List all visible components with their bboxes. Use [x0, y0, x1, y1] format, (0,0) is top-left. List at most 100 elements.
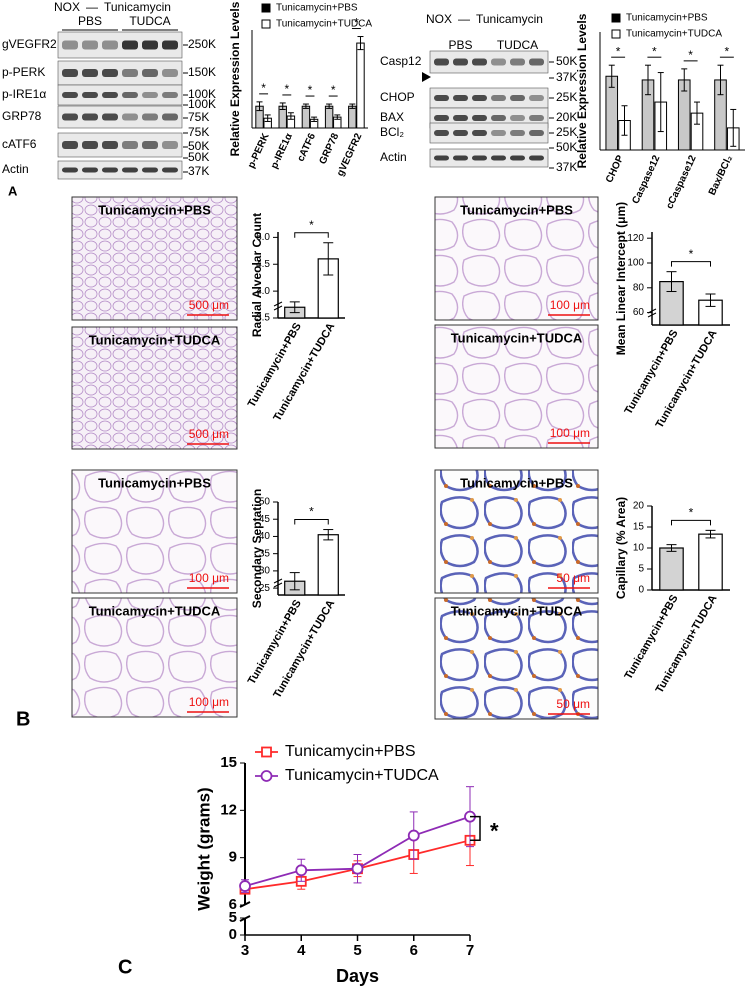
blot-row-label: Actin — [2, 162, 29, 176]
blot-row-label: CHOP — [380, 90, 415, 104]
legend-swatch — [611, 13, 621, 23]
scale-label: 100 μm — [550, 426, 590, 440]
x-tick-label: 6 — [410, 942, 418, 959]
y-tick-label: 9 — [229, 849, 237, 866]
micrograph-title: Tunicamycin+TUDCA — [451, 603, 583, 618]
y-tick-label: 50 — [259, 497, 271, 508]
marker-label: 25K — [556, 90, 577, 104]
y-tick-label: 45 — [259, 514, 271, 525]
significance: * — [689, 506, 694, 520]
blot-band — [434, 95, 449, 101]
x-tick-label: 5 — [353, 942, 361, 959]
blot-band — [453, 130, 468, 136]
micrograph — [71, 326, 238, 450]
marker-label: 37K — [188, 164, 209, 178]
legend-label: Tunicamycin+TUDCA — [276, 19, 372, 30]
blot-strip — [57, 160, 183, 180]
point — [295, 864, 308, 877]
legend-swatch — [261, 3, 271, 13]
point — [407, 829, 420, 842]
blot-band — [453, 155, 468, 161]
blot-band — [472, 115, 487, 121]
scale-label: 100 μm — [189, 695, 229, 709]
blot-row-label: gVEGFR2 — [2, 37, 57, 51]
blot-band — [142, 113, 158, 121]
blot-row-label: cATF6 — [2, 137, 37, 151]
axis-break — [273, 301, 283, 307]
blot-band — [102, 40, 118, 50]
x-tick-label: 3 — [241, 942, 249, 959]
blot-band — [491, 95, 506, 101]
blot-band — [162, 167, 178, 173]
blot-row-label: GRP78 — [2, 109, 42, 123]
blot-row-label: BCl₂ — [380, 125, 404, 139]
blot-band — [82, 167, 98, 173]
legend-marker — [261, 746, 272, 758]
y-axis-label: Secondary Septation — [250, 489, 264, 608]
significance: * — [331, 83, 336, 97]
marker-label: 25K — [556, 125, 577, 139]
x-tick-label: GRP78 — [317, 131, 341, 166]
y-axis-label: Relative Expression Levels — [228, 1, 242, 156]
bar — [659, 547, 684, 591]
y-tick-label: 4.5 — [256, 259, 270, 270]
y-axis-label: Mean Linear Intercept (μm) — [614, 202, 628, 355]
micrograph — [434, 324, 599, 449]
blot-strip — [429, 148, 549, 168]
legend-label: Tunicamycin+PBS — [276, 3, 358, 14]
blot-band — [162, 92, 178, 98]
x-tick-label: 4 — [297, 942, 306, 959]
sig-bracket — [671, 519, 711, 526]
blot-strip — [57, 31, 183, 59]
marker-label: 50K — [556, 54, 577, 68]
blot-row-label: p-IRE1α — [2, 87, 46, 101]
blot-row-label: BAX — [380, 110, 404, 124]
blot-group: PBS — [78, 14, 102, 28]
panel-label: A — [8, 183, 18, 198]
marker-label: 37K — [556, 70, 577, 84]
y-tick-label: 15 — [633, 522, 645, 533]
blot-band — [82, 113, 98, 121]
blot-band — [491, 130, 506, 136]
blot-band — [162, 141, 178, 149]
marker-label: 37K — [556, 160, 577, 174]
blot-band — [62, 141, 78, 149]
y-tick-label: 5 — [229, 909, 237, 926]
sig-bracket — [294, 519, 329, 525]
blot-band — [434, 58, 449, 66]
legend-swatch — [611, 29, 621, 39]
point — [239, 880, 251, 892]
blot-band — [434, 155, 449, 161]
blot-band — [82, 69, 98, 77]
marker-label: 150K — [188, 65, 216, 79]
blot-band — [529, 155, 544, 161]
marker-label: 250K — [188, 37, 216, 51]
micrograph-title: Tunicamycin+TUDCA — [451, 330, 583, 345]
micrograph-title: Tunicamycin+TUDCA — [89, 603, 221, 618]
panel-label: C — [118, 956, 132, 978]
blot-dash: — — [86, 0, 98, 14]
blot-row-label: Actin — [380, 150, 407, 164]
marker-label: 75K — [188, 125, 209, 139]
blot-band — [122, 69, 138, 77]
blot-band — [529, 130, 544, 136]
blot-treatment: Tunicamycin — [104, 0, 171, 14]
blot-strip — [57, 132, 183, 158]
significance: * — [725, 44, 730, 58]
significance: * — [354, 16, 359, 30]
blot-strip — [57, 105, 183, 129]
blot-control: NOX — [426, 12, 452, 26]
marker-label: 20K — [556, 110, 577, 124]
axis-break — [647, 312, 657, 318]
significance: * — [652, 44, 657, 58]
blot-band — [510, 130, 525, 136]
marker-label: 100K — [188, 87, 216, 101]
y-tick-label: 25 — [259, 583, 271, 594]
micrograph — [71, 469, 238, 594]
y-axis-label: Radial Alveolar Count — [250, 213, 264, 337]
y-tick-label: 0 — [638, 585, 644, 596]
y-tick-label: 30 — [259, 566, 271, 577]
blot-band — [162, 69, 178, 77]
micrograph-title: Tunicamycin+PBS — [98, 475, 211, 490]
